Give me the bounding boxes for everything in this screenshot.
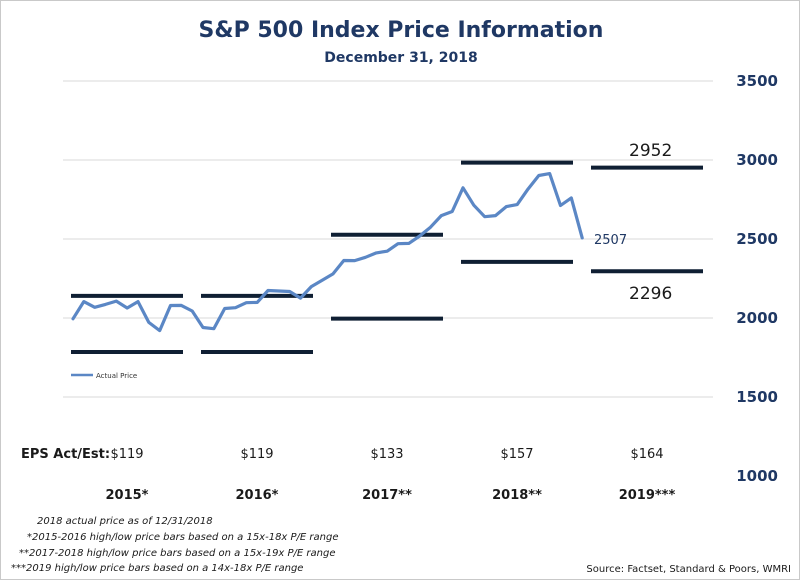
chart-title: S&P 500 Index Price Information xyxy=(199,18,604,43)
eps-value-2: $133 xyxy=(370,447,403,462)
y-tick-1500: 1500 xyxy=(736,388,778,406)
y-axis-ticks: 1000 1500 2000 2500 3000 3500 xyxy=(736,72,778,485)
x-category-2: 2017** xyxy=(362,488,412,503)
forecast-high-label: 2952 xyxy=(629,141,672,161)
gridlines xyxy=(63,80,713,398)
chart-subtitle: December 31, 2018 xyxy=(324,50,477,66)
footnote-4: ***2019 high/low price bars based on a 1… xyxy=(11,563,303,574)
eps-row-label: EPS Act/Est: xyxy=(21,447,110,462)
footnotes: 2018 actual price as of 12/31/2018 *2015… xyxy=(11,516,339,574)
footnote-3: **2017-2018 high/low price bars based on… xyxy=(19,548,336,559)
range-bars xyxy=(71,160,703,354)
y-tick-3000: 3000 xyxy=(736,151,778,169)
source-note: Source: Factset, Standard & Poors, WMRI xyxy=(586,564,791,575)
x-category-1: 2016* xyxy=(236,488,279,503)
y-tick-2000: 2000 xyxy=(736,309,778,327)
forecast-low-label: 2296 xyxy=(629,284,672,304)
y-tick-3500: 3500 xyxy=(736,72,778,90)
x-axis-categories: 2015* 2016* 2017** 2018** 2019*** xyxy=(106,488,676,503)
price-line-layer xyxy=(71,172,584,333)
y-tick-2500: 2500 xyxy=(736,230,778,248)
eps-value-0: $119 xyxy=(110,447,143,462)
eps-value-4: $164 xyxy=(630,447,663,462)
eps-values: $119 $119 $133 $157 $164 xyxy=(110,447,663,462)
eps-value-1: $119 xyxy=(240,447,273,462)
eps-value-3: $157 xyxy=(500,447,533,462)
x-category-3: 2018** xyxy=(492,488,542,503)
x-category-4: 2019*** xyxy=(619,488,676,503)
series-line-actual-price xyxy=(71,172,584,333)
footnote-2: *2015-2016 high/low price bars based on … xyxy=(27,532,339,543)
legend: Actual Price xyxy=(71,372,137,380)
y-tick-1000: 1000 xyxy=(736,467,778,485)
last-price-label: 2507 xyxy=(594,233,627,248)
footnote-1: 2018 actual price as of 12/31/2018 xyxy=(37,516,213,527)
legend-label-actual-price: Actual Price xyxy=(96,372,137,380)
x-category-0: 2015* xyxy=(106,488,149,503)
